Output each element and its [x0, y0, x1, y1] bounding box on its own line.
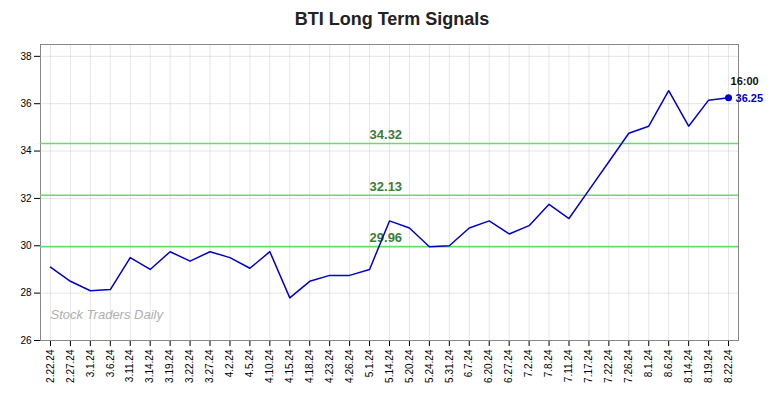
- svg-text:7.2.24: 7.2.24: [523, 349, 534, 377]
- svg-text:34: 34: [20, 145, 32, 156]
- svg-text:7.17.24: 7.17.24: [583, 349, 594, 383]
- svg-text:8.1.24: 8.1.24: [643, 349, 654, 377]
- svg-text:29.96: 29.96: [370, 230, 403, 245]
- svg-text:3.14.24: 3.14.24: [144, 349, 155, 383]
- svg-text:30: 30: [20, 240, 32, 251]
- svg-text:32.13: 32.13: [370, 179, 403, 194]
- svg-text:2.22.24: 2.22.24: [45, 349, 56, 383]
- svg-text:5.20.24: 5.20.24: [404, 349, 415, 383]
- svg-text:5.31.24: 5.31.24: [444, 349, 455, 383]
- svg-text:4.26.24: 4.26.24: [344, 349, 355, 383]
- svg-text:4.5.24: 4.5.24: [244, 349, 255, 377]
- svg-text:16:00: 16:00: [731, 75, 759, 87]
- svg-text:5.1.24: 5.1.24: [364, 349, 375, 377]
- svg-text:5.14.24: 5.14.24: [384, 349, 395, 383]
- svg-text:6.20.24: 6.20.24: [483, 349, 494, 383]
- svg-text:7.11.24: 7.11.24: [563, 349, 574, 382]
- svg-text:8.22.24: 8.22.24: [723, 349, 734, 383]
- svg-text:5.24.24: 5.24.24: [424, 349, 435, 383]
- svg-text:3.11.24: 3.11.24: [124, 349, 135, 382]
- svg-text:32: 32: [20, 193, 32, 204]
- svg-text:3.22.24: 3.22.24: [184, 349, 195, 383]
- svg-text:Stock Traders Daily: Stock Traders Daily: [51, 307, 165, 322]
- svg-text:28: 28: [20, 287, 32, 298]
- svg-text:7.8.24: 7.8.24: [543, 349, 554, 377]
- svg-text:3.19.24: 3.19.24: [164, 349, 175, 383]
- svg-text:4.23.24: 4.23.24: [324, 349, 335, 383]
- svg-text:36.25: 36.25: [736, 92, 764, 104]
- svg-text:3.1.24: 3.1.24: [85, 349, 96, 377]
- svg-text:6.7.24: 6.7.24: [463, 349, 474, 377]
- svg-text:36: 36: [20, 98, 32, 109]
- svg-text:7.22.24: 7.22.24: [603, 349, 614, 383]
- svg-text:2.27.24: 2.27.24: [65, 349, 76, 383]
- html-text:BTI Long Term Signals: BTI Long Term Signals: [294, 9, 490, 29]
- svg-text:4.18.24: 4.18.24: [304, 349, 315, 383]
- svg-text:8.14.24: 8.14.24: [683, 349, 694, 383]
- svg-text:3.27.24: 3.27.24: [204, 349, 215, 383]
- svg-text:8.6.24: 8.6.24: [663, 349, 674, 377]
- svg-text:6.27.24: 6.27.24: [503, 349, 514, 383]
- svg-text:7.26.24: 7.26.24: [623, 349, 634, 383]
- svg-text:26: 26: [20, 335, 32, 346]
- svg-text:38: 38: [20, 51, 32, 62]
- svg-text:4.15.24: 4.15.24: [284, 349, 295, 383]
- svg-text:8.19.24: 8.19.24: [703, 349, 714, 383]
- svg-text:4.2.24: 4.2.24: [224, 349, 235, 377]
- svg-text:3.6.24: 3.6.24: [105, 349, 116, 377]
- svg-text:4.10.24: 4.10.24: [264, 349, 275, 383]
- svg-text:34.32: 34.32: [370, 127, 403, 142]
